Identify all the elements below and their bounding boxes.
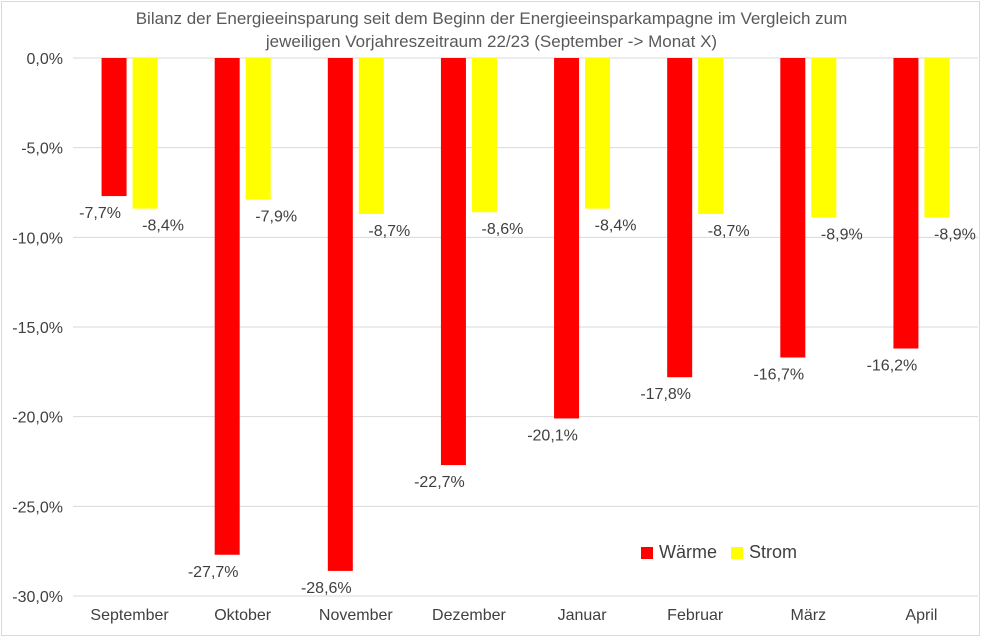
bar-strom	[132, 58, 158, 209]
x-tick-label: April	[905, 607, 937, 624]
chart-title-line-2: jeweiligen Vorjahreszeitraum 22/23 (Sept…	[265, 32, 718, 51]
y-tick-label: -15,0%	[12, 320, 63, 337]
data-label-waerme: -27,7%	[188, 564, 239, 581]
data-label-waerme: -17,8%	[640, 386, 691, 403]
bar-strom	[245, 58, 271, 200]
y-tick-label: -30,0%	[12, 589, 63, 606]
data-label-strom: -7,9%	[255, 209, 297, 226]
bar-strom	[698, 58, 724, 215]
bar-waerme	[440, 58, 466, 466]
bar-waerme	[554, 58, 580, 419]
data-label-waerme: -28,6%	[301, 580, 352, 597]
bar-waerme	[667, 58, 693, 378]
legend: Wärme Strom	[641, 542, 811, 563]
legend-item-strom: Strom	[731, 542, 797, 563]
y-tick-label: 0,0%	[27, 51, 63, 68]
legend-label-strom: Strom	[749, 542, 798, 562]
bar-strom	[471, 58, 497, 213]
data-label-waerme: -7,7%	[79, 205, 121, 222]
y-tick-label: -5,0%	[21, 141, 63, 158]
data-label-strom: -8,6%	[482, 221, 524, 238]
bar-strom	[585, 58, 611, 209]
x-tick-label: September	[90, 607, 169, 624]
legend-swatch-waerme	[641, 546, 653, 559]
legend-swatch-strom	[731, 546, 743, 559]
y-tick-label: -10,0%	[12, 230, 63, 247]
chart-title-line-1: Bilanz der Energieeinsparung seit dem Be…	[135, 9, 848, 28]
data-label-waerme: -22,7%	[414, 474, 465, 491]
y-tick-label: -20,0%	[12, 410, 63, 427]
x-tick-label: Februar	[667, 607, 724, 624]
bar-strom	[811, 58, 837, 218]
bar-waerme	[780, 58, 806, 358]
x-tick-label: Januar	[558, 607, 608, 624]
bar-waerme	[327, 58, 353, 571]
bar-strom	[358, 58, 384, 215]
data-label-strom: -8,7%	[708, 223, 750, 240]
bar-waerme	[893, 58, 919, 349]
y-tick-label: -25,0%	[12, 499, 63, 516]
data-label-strom: -8,4%	[595, 218, 637, 235]
data-label-strom: -8,7%	[368, 223, 410, 240]
data-label-waerme: -20,1%	[527, 427, 578, 444]
legend-label-waerme: Wärme	[659, 542, 717, 562]
data-label-strom: -8,9%	[821, 227, 863, 244]
bar-waerme	[214, 58, 240, 555]
data-label-waerme: -16,2%	[867, 358, 918, 375]
bar-waerme	[101, 58, 127, 197]
data-label-strom: -8,4%	[142, 218, 184, 235]
chart-title: Bilanz der Energieeinsparung seit dem Be…	[0, 7, 983, 53]
data-label-strom: -8,9%	[934, 227, 976, 244]
x-tick-label: Oktober	[214, 607, 272, 624]
legend-item-waerme: Wärme	[641, 542, 717, 563]
x-tick-label: Dezember	[432, 607, 506, 624]
x-tick-label: März	[791, 607, 827, 624]
x-tick-label: November	[319, 607, 393, 624]
bar-strom	[924, 58, 950, 218]
data-label-waerme: -16,7%	[753, 366, 804, 383]
